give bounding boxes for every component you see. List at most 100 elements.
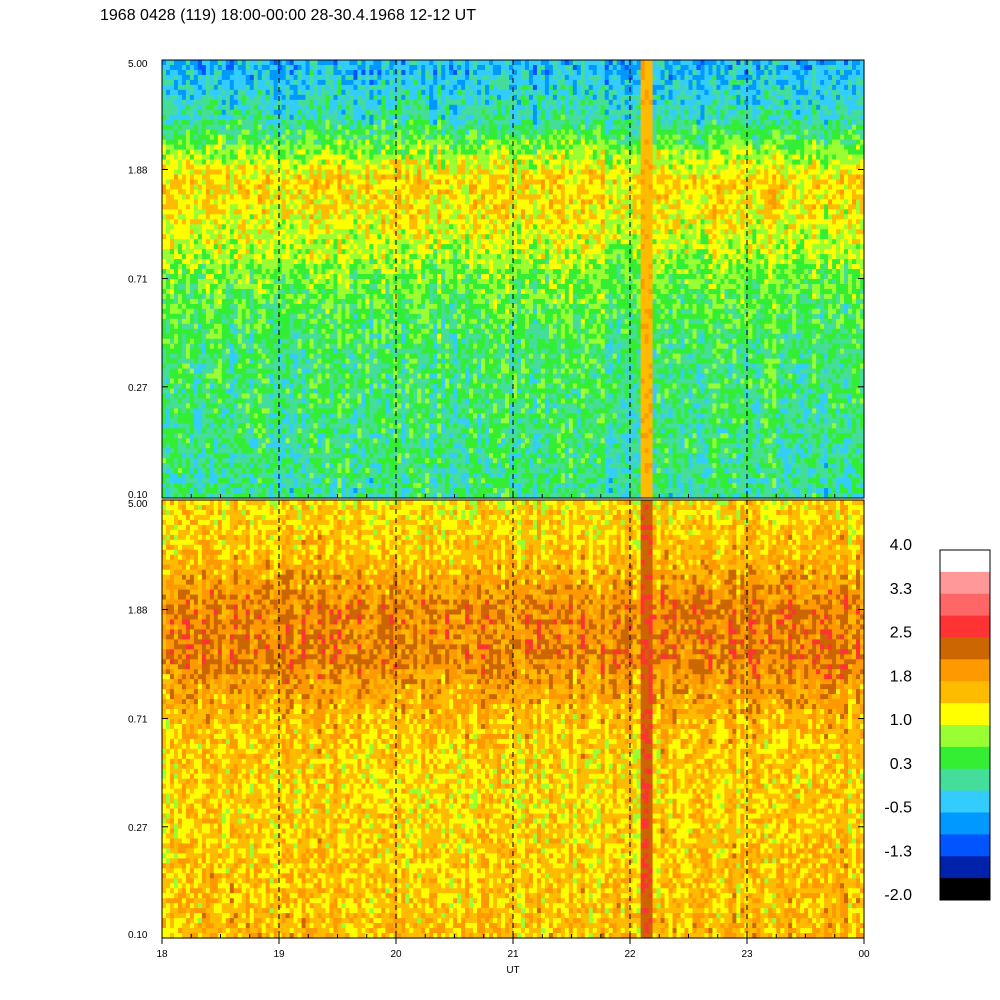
heatmap-cell bbox=[198, 418, 203, 424]
heatmap-cell bbox=[294, 130, 299, 136]
heatmap-cell bbox=[222, 70, 227, 76]
heatmap-cell bbox=[206, 219, 211, 225]
heatmap-cell bbox=[174, 374, 179, 380]
heatmap-cell bbox=[298, 374, 303, 380]
heatmap-cell bbox=[318, 379, 323, 385]
heatmap-cell bbox=[186, 140, 191, 146]
heatmap-cell bbox=[162, 244, 167, 250]
heatmap-cell bbox=[274, 189, 279, 195]
heatmap-cell bbox=[242, 349, 247, 355]
heatmap-cell bbox=[254, 294, 259, 300]
heatmap-cell bbox=[198, 289, 203, 295]
heatmap-cell bbox=[170, 184, 175, 190]
heatmap-cell bbox=[306, 344, 311, 350]
heatmap-cell bbox=[306, 359, 311, 365]
heatmap-cell bbox=[170, 150, 175, 156]
heatmap-cell bbox=[290, 279, 295, 285]
heatmap-cell bbox=[290, 100, 295, 106]
heatmap-cell bbox=[282, 488, 287, 494]
heatmap-cell bbox=[254, 473, 259, 479]
heatmap-cell bbox=[178, 170, 183, 176]
heatmap-cell bbox=[278, 488, 283, 494]
heatmap-cell bbox=[174, 239, 179, 245]
heatmap-cell bbox=[238, 433, 243, 439]
heatmap-cell bbox=[318, 90, 323, 96]
heatmap-cell bbox=[234, 155, 239, 161]
heatmap-cell bbox=[214, 184, 219, 190]
heatmap-cell bbox=[174, 478, 179, 484]
heatmap-cell bbox=[222, 155, 227, 161]
heatmap-cell bbox=[222, 309, 227, 315]
heatmap-cell bbox=[202, 95, 207, 101]
heatmap-cell bbox=[194, 80, 199, 86]
heatmap-cell bbox=[218, 150, 223, 156]
heatmap-cell bbox=[278, 264, 283, 270]
heatmap-cell bbox=[194, 85, 199, 91]
heatmap-cell bbox=[182, 170, 187, 176]
heatmap-cell bbox=[306, 189, 311, 195]
heatmap-cell bbox=[270, 135, 275, 141]
heatmap-cell bbox=[246, 319, 251, 325]
heatmap-cell bbox=[274, 90, 279, 96]
heatmap-cell bbox=[166, 115, 171, 121]
heatmap-cell bbox=[178, 274, 183, 280]
heatmap-cell bbox=[254, 309, 259, 315]
heatmap-cell bbox=[298, 135, 303, 141]
heatmap-cell bbox=[250, 389, 255, 395]
heatmap-cell bbox=[314, 189, 319, 195]
heatmap-cell bbox=[318, 224, 323, 230]
heatmap-cell bbox=[326, 488, 331, 494]
heatmap-cell bbox=[306, 219, 311, 225]
heatmap-cell bbox=[302, 224, 307, 230]
heatmap-cell bbox=[266, 423, 271, 429]
heatmap-cell bbox=[266, 120, 271, 126]
heatmap-cell bbox=[266, 90, 271, 96]
heatmap-cell bbox=[246, 458, 251, 464]
heatmap-cell bbox=[330, 160, 335, 166]
heatmap-cell bbox=[326, 174, 331, 180]
heatmap-cell bbox=[330, 174, 335, 180]
heatmap-cell bbox=[266, 150, 271, 156]
heatmap-cell bbox=[270, 100, 275, 106]
heatmap-cell bbox=[230, 369, 235, 375]
heatmap-cell bbox=[250, 393, 255, 399]
heatmap-cell bbox=[274, 209, 279, 215]
heatmap-cell bbox=[162, 234, 167, 240]
heatmap-cell bbox=[250, 483, 255, 489]
heatmap-cell bbox=[170, 488, 175, 494]
heatmap-cell bbox=[246, 354, 251, 360]
heatmap-cell bbox=[230, 125, 235, 131]
heatmap-cell bbox=[330, 423, 335, 429]
heatmap-cell bbox=[222, 170, 227, 176]
heatmap-cell bbox=[254, 269, 259, 275]
heatmap-cell bbox=[202, 324, 207, 330]
heatmap-cell bbox=[258, 239, 263, 245]
heatmap-cell bbox=[222, 473, 227, 479]
heatmap-cell bbox=[170, 294, 175, 300]
heatmap-cell bbox=[162, 194, 167, 200]
heatmap-cell bbox=[174, 423, 179, 429]
heatmap-cell bbox=[282, 150, 287, 156]
heatmap-cell bbox=[294, 95, 299, 101]
heatmap-cell bbox=[322, 244, 327, 250]
heatmap-cell bbox=[282, 120, 287, 126]
heatmap-cell bbox=[206, 269, 211, 275]
heatmap-cell bbox=[302, 359, 307, 365]
heatmap-cell bbox=[162, 95, 167, 101]
heatmap-cell bbox=[266, 244, 271, 250]
heatmap-cell bbox=[330, 219, 335, 225]
heatmap-cell bbox=[186, 105, 191, 111]
heatmap-cell bbox=[234, 418, 239, 424]
heatmap-cell bbox=[234, 264, 239, 270]
heatmap-cell bbox=[218, 244, 223, 250]
heatmap-cell bbox=[206, 359, 211, 365]
heatmap-cell bbox=[322, 100, 327, 106]
heatmap-cell bbox=[166, 155, 171, 161]
heatmap-cell bbox=[258, 140, 263, 146]
heatmap-cell bbox=[274, 85, 279, 91]
heatmap-cell bbox=[162, 473, 167, 479]
heatmap-cell bbox=[190, 105, 195, 111]
heatmap-cell bbox=[202, 334, 207, 340]
heatmap-cell bbox=[282, 165, 287, 171]
heatmap-cell bbox=[246, 453, 251, 459]
